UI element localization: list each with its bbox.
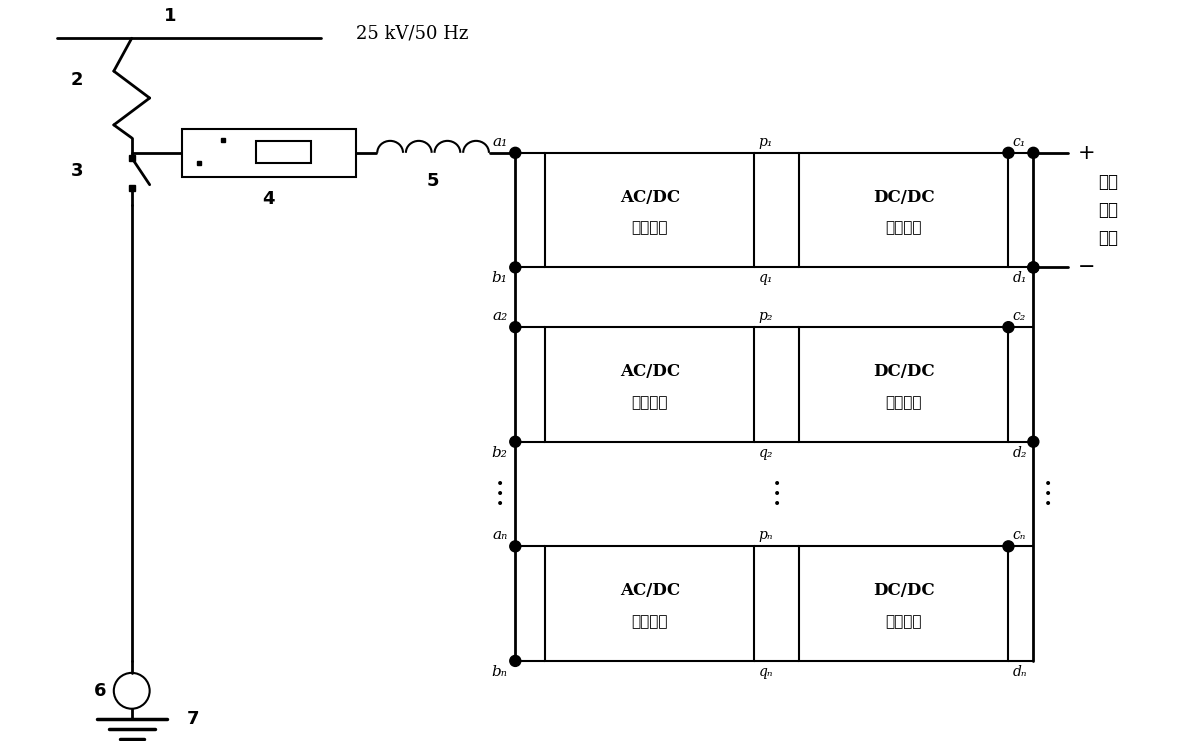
Text: 直流: 直流 (1098, 201, 1118, 219)
Circle shape (1004, 322, 1014, 332)
Circle shape (509, 541, 521, 552)
Text: qₙ: qₙ (759, 665, 773, 679)
Text: b₁: b₁ (492, 272, 507, 286)
Text: 2: 2 (71, 71, 83, 89)
Circle shape (509, 148, 521, 158)
Text: bₙ: bₙ (492, 665, 507, 679)
Text: AC/DC: AC/DC (619, 582, 680, 600)
Circle shape (1028, 436, 1039, 447)
Circle shape (1004, 541, 1014, 552)
Text: −: − (1078, 257, 1096, 278)
Text: •: • (773, 497, 781, 511)
Text: c₁: c₁ (1013, 135, 1026, 149)
Text: •: • (1044, 487, 1052, 501)
Bar (799, 153, 1008, 267)
Text: 7: 7 (187, 709, 199, 728)
Text: •: • (1044, 477, 1052, 491)
Bar (799, 546, 1008, 661)
Text: 输出: 输出 (1098, 173, 1118, 191)
Text: 1: 1 (164, 7, 176, 25)
Text: p₂: p₂ (759, 309, 773, 324)
Circle shape (1028, 148, 1039, 158)
Text: 3: 3 (71, 162, 83, 180)
Text: 变换单元: 变换单元 (885, 614, 922, 629)
Text: AC/DC: AC/DC (619, 188, 680, 206)
Text: aₙ: aₙ (492, 528, 507, 542)
Text: cₙ: cₙ (1013, 528, 1026, 542)
Text: •: • (496, 477, 505, 491)
Text: 变换单元: 变换单元 (885, 220, 922, 235)
Text: 6: 6 (93, 682, 106, 700)
Bar (182, 129, 356, 177)
Text: DC/DC: DC/DC (873, 363, 935, 380)
Text: •: • (773, 477, 781, 491)
Text: AC/DC: AC/DC (619, 363, 680, 380)
Text: dₙ: dₙ (1013, 665, 1027, 679)
Text: p₁: p₁ (759, 135, 773, 149)
Bar (545, 546, 754, 661)
Text: +: + (1078, 142, 1096, 162)
Bar (256, 141, 311, 162)
Text: a₁: a₁ (492, 135, 507, 149)
Text: •: • (496, 487, 505, 501)
Bar (545, 153, 754, 267)
Text: q₁: q₁ (759, 272, 773, 286)
Circle shape (509, 322, 521, 332)
Text: d₁: d₁ (1013, 272, 1027, 286)
Text: 4: 4 (262, 190, 275, 208)
Text: 电压: 电压 (1098, 229, 1118, 247)
Circle shape (509, 262, 521, 273)
Text: pₙ: pₙ (759, 528, 773, 542)
Text: 变换单元: 变换单元 (631, 614, 668, 629)
Text: 变换单元: 变换单元 (631, 220, 668, 235)
Text: d₂: d₂ (1013, 446, 1027, 460)
Text: 25 kV/50 Hz: 25 kV/50 Hz (356, 24, 468, 42)
Text: 变换单元: 变换单元 (885, 395, 922, 410)
Text: 变换单元: 变换单元 (631, 395, 668, 410)
Circle shape (509, 436, 521, 447)
Bar (545, 327, 754, 441)
Circle shape (1004, 148, 1014, 158)
Text: •: • (1044, 497, 1052, 511)
Text: 5: 5 (427, 171, 440, 190)
Circle shape (1028, 262, 1039, 273)
Text: DC/DC: DC/DC (873, 188, 935, 206)
Text: a₂: a₂ (492, 309, 507, 324)
Text: q₂: q₂ (759, 446, 773, 460)
Text: DC/DC: DC/DC (873, 582, 935, 600)
Text: •: • (773, 487, 781, 501)
Circle shape (1028, 262, 1039, 273)
Text: •: • (496, 497, 505, 511)
Text: c₂: c₂ (1013, 309, 1026, 324)
Circle shape (509, 655, 521, 666)
Text: b₂: b₂ (492, 446, 507, 460)
Bar (799, 327, 1008, 441)
